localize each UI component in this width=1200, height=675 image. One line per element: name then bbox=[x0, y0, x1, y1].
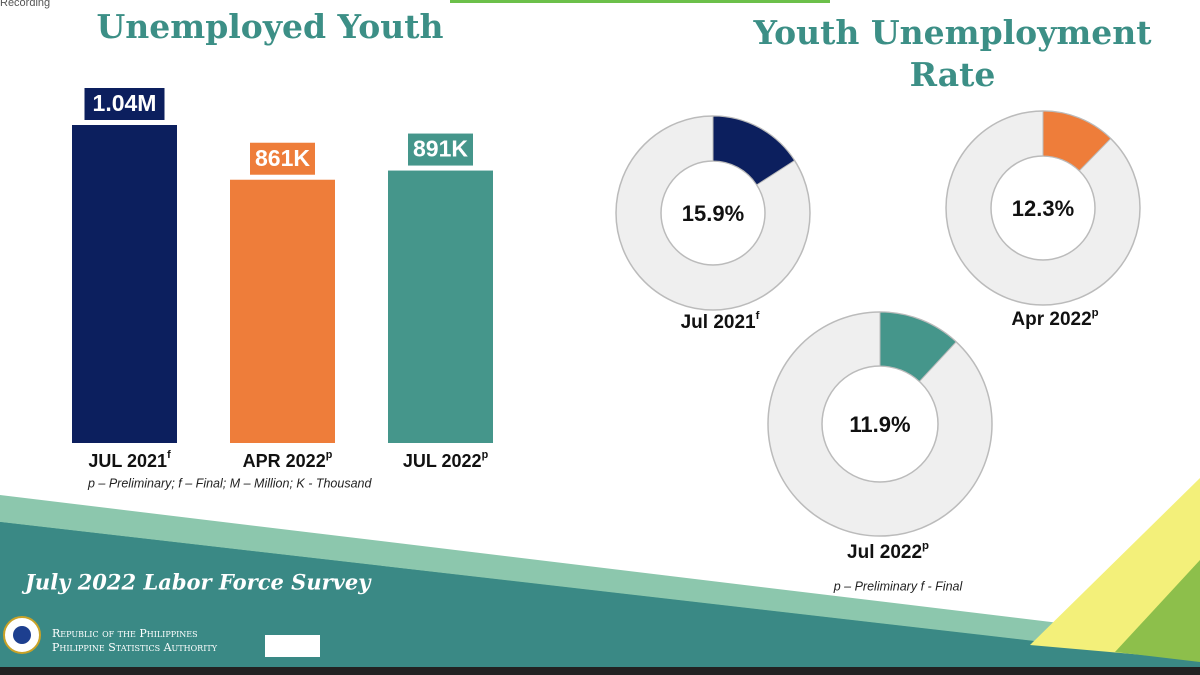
bar bbox=[72, 125, 177, 443]
value-label: 1.04M bbox=[93, 90, 157, 116]
bar bbox=[230, 179, 335, 443]
category-mark: p bbox=[922, 540, 929, 552]
category-name: Jul 2022 bbox=[847, 542, 922, 563]
bar-note: p – Preliminary; f – Final; M – Million;… bbox=[87, 476, 372, 490]
value-label: 15.9% bbox=[682, 201, 744, 226]
category-mark: p bbox=[326, 449, 333, 461]
category-name: Apr 2022 bbox=[1011, 309, 1091, 330]
category-mark: f bbox=[167, 449, 171, 461]
recording-label: Recording bbox=[0, 0, 50, 9]
top-bar bbox=[450, 0, 830, 3]
value-label: 12.3% bbox=[1012, 196, 1074, 221]
value-label-box bbox=[250, 142, 315, 175]
value-label: 11.9% bbox=[849, 412, 910, 437]
footer-band-2 bbox=[0, 522, 1200, 668]
category-label: JUL 2022p bbox=[403, 449, 489, 471]
donut-slice bbox=[1042, 110, 1112, 172]
green-triangle bbox=[1115, 560, 1200, 662]
donut-slice bbox=[712, 115, 796, 186]
value-label-box bbox=[84, 88, 165, 120]
category-label: APR 2022p bbox=[243, 449, 333, 471]
logo-inner bbox=[13, 626, 31, 644]
category-name: JUL 2022 bbox=[403, 451, 482, 471]
category-label: Apr 2022p bbox=[1011, 307, 1098, 330]
donut-slice bbox=[879, 311, 957, 383]
bar bbox=[388, 170, 493, 443]
category-mark: f bbox=[756, 310, 760, 322]
value-label: 891K bbox=[413, 136, 468, 162]
category-label: Jul 2021f bbox=[681, 310, 760, 333]
category-mark: p bbox=[1092, 307, 1099, 319]
cert-icon bbox=[265, 635, 320, 657]
bottom-bar bbox=[0, 667, 1200, 675]
category-name: Jul 2021 bbox=[681, 312, 756, 333]
footer-stripe bbox=[0, 495, 1200, 662]
category-label: JUL 2021f bbox=[88, 449, 171, 471]
bar-title: Unemployed Youth bbox=[96, 7, 444, 46]
survey-title: July 2022 Labor Force Survey bbox=[21, 570, 372, 595]
category-name: JUL 2021 bbox=[88, 451, 167, 471]
donut-note: p – Preliminary f - Final bbox=[833, 579, 964, 593]
category-name: APR 2022 bbox=[243, 451, 326, 471]
org-line: Philippine Statistics Authority bbox=[52, 641, 218, 654]
category-label: Jul 2022p bbox=[847, 540, 929, 563]
donut-title: Youth Unemployment Rate bbox=[753, 13, 1152, 94]
value-label-box bbox=[408, 133, 473, 166]
category-mark: p bbox=[482, 449, 489, 461]
org-line: Republic of the Philippines bbox=[52, 627, 198, 640]
value-label: 861K bbox=[255, 145, 310, 171]
